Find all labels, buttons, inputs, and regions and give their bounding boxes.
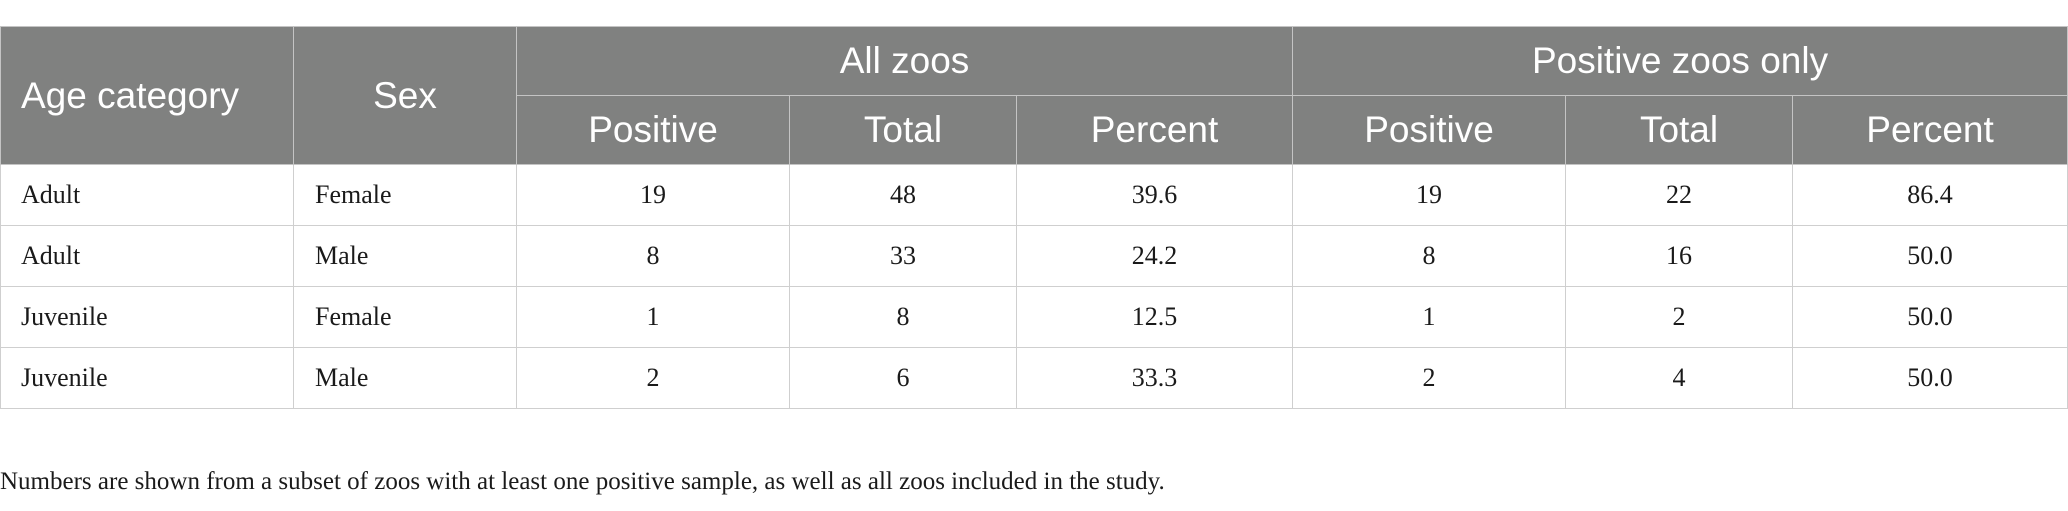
cell-pos-positive: 19	[1292, 164, 1567, 226]
cell-pos-positive: 2	[1292, 347, 1567, 409]
cell-sex: Male	[293, 347, 517, 409]
cell-sex: Male	[293, 225, 517, 287]
cell-all-percent: 24.2	[1015, 225, 1294, 287]
table-row: Juvenile Male 2 6 33.3 2 4 50.0	[0, 347, 2068, 409]
cell-all-total: 48	[789, 164, 1017, 226]
cell-pos-total: 22	[1565, 164, 1794, 226]
header-all-percent: Percent	[1015, 95, 1294, 165]
header-group-all-zoos: All zoos	[515, 26, 1294, 96]
zoo-results-table: Age category Sex All zoos Positive zoos …	[0, 26, 2068, 409]
header-pos-total: Total	[1565, 95, 1794, 165]
cell-age: Adult	[0, 164, 294, 226]
cell-sex: Female	[293, 286, 517, 348]
table-row: Adult Male 8 33 24.2 8 16 50.0	[0, 225, 2068, 287]
header-pos-percent: Percent	[1792, 95, 2068, 165]
cell-sex: Female	[293, 164, 517, 226]
cell-pos-total: 4	[1565, 347, 1794, 409]
cell-pos-positive: 1	[1292, 286, 1567, 348]
header-row-groups: Age category Sex All zoos Positive zoos …	[0, 26, 2068, 165]
cell-all-positive: 2	[516, 347, 790, 409]
cell-all-positive: 8	[516, 225, 790, 287]
header-row-subcolumns: Positive Total Percent Positive Total Pe…	[1, 95, 2068, 165]
cell-age: Adult	[0, 225, 294, 287]
header-pos-positive: Positive	[1292, 95, 1567, 165]
cell-pos-percent: 86.4	[1792, 164, 2068, 226]
header-group-positive-zoos: Positive zoos only	[1292, 26, 2068, 96]
table-row: Juvenile Female 1 8 12.5 1 2 50.0	[0, 286, 2068, 348]
header-all-positive: Positive	[516, 95, 790, 165]
table-row: Adult Female 19 48 39.6 19 22 86.4	[0, 164, 2068, 226]
cell-pos-total: 16	[1565, 225, 1794, 287]
table-footnote: Numbers are shown from a subset of zoos …	[0, 468, 1165, 495]
cell-pos-percent: 50.0	[1792, 347, 2068, 409]
table-header: Age category Sex All zoos Positive zoos …	[0, 26, 2068, 165]
cell-all-percent: 39.6	[1015, 164, 1294, 226]
cell-pos-positive: 8	[1292, 225, 1567, 287]
cell-pos-percent: 50.0	[1792, 225, 2068, 287]
table-body: Adult Female 19 48 39.6 19 22 86.4 Adult…	[0, 164, 2068, 409]
cell-all-total: 8	[789, 286, 1017, 348]
cell-all-positive: 1	[516, 286, 790, 348]
cell-all-percent: 12.5	[1015, 286, 1294, 348]
cell-all-percent: 33.3	[1015, 347, 1294, 409]
data-table-container: Age category Sex All zoos Positive zoos …	[0, 26, 2068, 409]
cell-all-total: 6	[789, 347, 1017, 409]
cell-age: Juvenile	[0, 286, 294, 348]
header-all-total: Total	[789, 95, 1017, 165]
cell-all-positive: 19	[516, 164, 790, 226]
header-age-category: Age category	[0, 26, 294, 165]
header-sex: Sex	[293, 26, 517, 165]
cell-pos-percent: 50.0	[1792, 286, 2068, 348]
cell-age: Juvenile	[0, 347, 294, 409]
cell-pos-total: 2	[1565, 286, 1794, 348]
cell-all-total: 33	[789, 225, 1017, 287]
